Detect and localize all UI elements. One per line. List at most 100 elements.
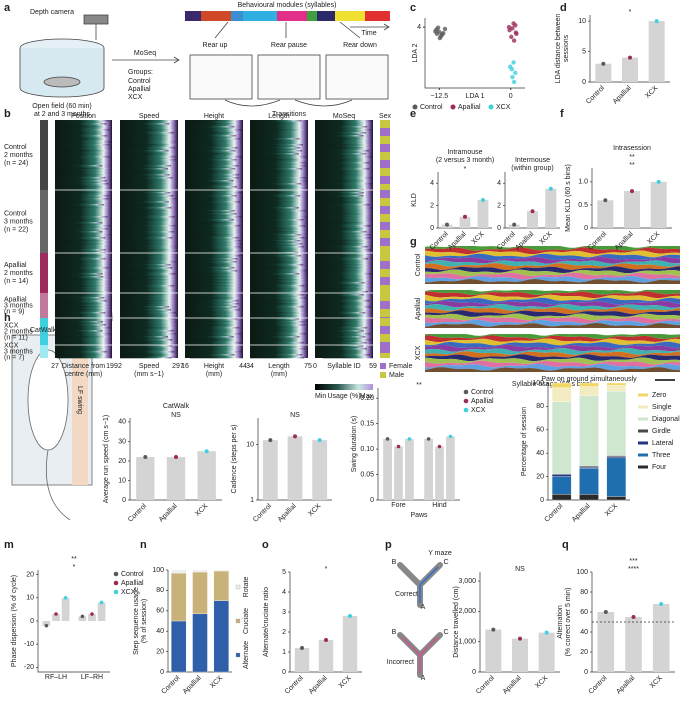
heatmap-row [120,207,172,209]
heatmap-row [55,333,111,335]
sex-cell [380,176,390,184]
row-label: (n = 9) [4,308,24,315]
y-tick-label: 0.10 [360,446,374,453]
heatmap-row [193,339,243,341]
bar [383,438,392,500]
heatmap-row [250,351,308,353]
bar-segment [579,395,599,467]
heatmap-row [315,237,371,239]
heatmap-row [320,198,373,200]
heatmap-row [315,195,364,197]
heatmap-row [315,306,371,308]
heatmap-row [250,297,307,299]
heatmap-row [315,168,370,170]
heatmap-row [315,129,372,131]
legend-label: Control [121,571,144,578]
heatmap-row [55,297,105,299]
heatmap-row [58,261,112,263]
legend-swatch [113,580,119,586]
x-tick-label: Fore [391,502,406,509]
heatmap-row [122,288,178,290]
axes [424,18,525,89]
heatmap-row [250,273,300,275]
usage-band [425,367,680,372]
bar [446,436,455,500]
heatmap-row [259,261,308,263]
heatmap-row [129,270,178,272]
sex-cell [380,318,390,326]
usage-band [425,363,680,371]
heatmap-row [259,282,308,284]
y-tick-label: 40 [156,628,164,635]
heatmap-row [187,312,243,314]
axis-max: 199 [106,363,118,370]
heatmap-row [321,297,373,299]
heatmap-row [188,288,243,290]
usage-band [425,290,680,295]
heatmap-row [250,204,308,206]
axes [504,172,560,229]
sex-cell [380,222,390,230]
bar [287,436,303,500]
heatmap-row [55,180,107,182]
axis-label: Speed [139,363,159,370]
point [511,21,516,26]
heatmap-row [191,276,243,278]
heatmap-row [250,183,302,185]
heatmap-row [55,129,110,131]
heatmap-row [125,300,178,302]
panel-label: c [410,2,416,14]
axis-min: 27 [51,363,59,370]
heatmap-row [185,246,241,248]
bar-segment [192,571,208,615]
mean-dot [448,434,453,439]
heatmap-row [259,303,308,305]
usage-band [425,278,680,284]
axes [257,418,332,501]
heatmap-row [315,276,373,278]
heatmap-row [315,192,364,194]
legend-label: Apallial [121,580,144,587]
heatmap-row [120,159,177,161]
y-tick-label: 0 [472,669,476,676]
heatmap-row [185,156,241,158]
heatmap-row [315,249,371,251]
axes [129,418,222,501]
heatmap-row [120,342,178,344]
heatmap-row [185,303,240,305]
bar-segment [606,455,627,457]
heatmap-row [55,225,110,227]
heatmap-row [250,324,305,326]
axes [591,572,675,673]
row-label: Control [4,210,27,217]
maze-title: Y maze [428,550,452,557]
heatmap-row [123,258,178,260]
mean-dot [631,615,636,619]
heatmap-row [188,315,243,317]
heatmap-row [185,165,239,167]
group-bar [40,120,48,190]
heatmap-row [120,123,170,125]
pose-label: Rear down [343,42,377,49]
legend-swatch [113,571,119,577]
heatmap-row [64,150,112,152]
sex-cell [380,309,390,317]
transitions-label: Transitions [272,111,306,118]
heatmap-row [315,153,367,155]
mean-dot [426,437,431,441]
heatmap-row [120,345,173,347]
heatmap-row [63,291,112,293]
bar-segment [171,569,187,574]
heatmap-row [250,132,308,134]
sex-cell [380,334,390,342]
chart-title: CatWalk [163,403,190,410]
heatmap-row [193,234,243,236]
y-tick-label: 0 [584,225,588,232]
heatmap-row [250,177,306,179]
column-title: Height [204,113,224,120]
column-title: MoSeq [333,113,355,120]
heatmap-row [251,135,308,137]
sex-cell [380,214,390,222]
y-tick-label: -20 [24,664,34,671]
heatmap-row [318,270,373,272]
